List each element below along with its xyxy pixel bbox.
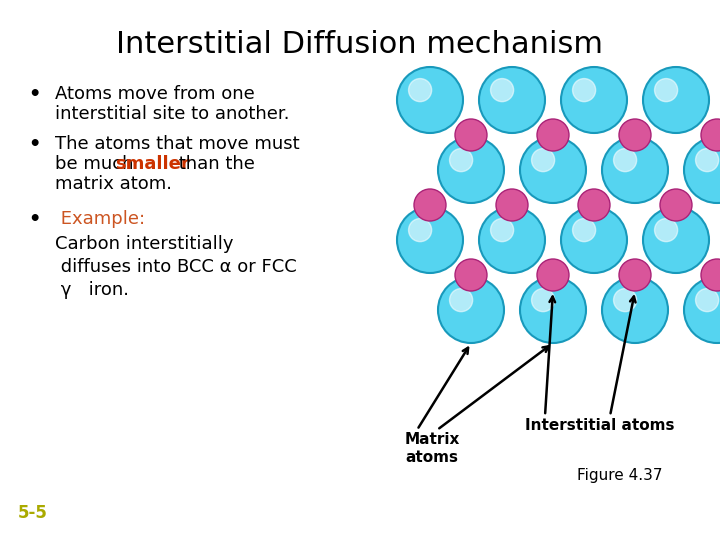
- Text: Matrix: Matrix: [405, 432, 459, 447]
- Text: matrix atom.: matrix atom.: [55, 175, 172, 193]
- Text: atoms: atoms: [405, 450, 459, 465]
- Text: •: •: [28, 135, 40, 154]
- Circle shape: [578, 189, 610, 221]
- Circle shape: [701, 259, 720, 291]
- Text: than the: than the: [173, 155, 255, 173]
- Text: Interstitial Diffusion mechanism: Interstitial Diffusion mechanism: [117, 30, 603, 59]
- Circle shape: [561, 207, 627, 273]
- Circle shape: [408, 78, 432, 102]
- Text: The atoms that move must: The atoms that move must: [55, 135, 300, 153]
- Circle shape: [684, 277, 720, 343]
- Circle shape: [643, 207, 709, 273]
- Text: •: •: [28, 210, 40, 229]
- Circle shape: [479, 67, 545, 133]
- Text: 5-5: 5-5: [18, 504, 48, 522]
- Text: Figure 4.37: Figure 4.37: [577, 468, 662, 483]
- Circle shape: [619, 259, 651, 291]
- Circle shape: [414, 189, 446, 221]
- Text: diffuses into BCC α or FCC: diffuses into BCC α or FCC: [55, 258, 297, 276]
- Circle shape: [455, 119, 487, 151]
- Circle shape: [701, 119, 720, 151]
- Circle shape: [660, 189, 692, 221]
- Circle shape: [654, 78, 678, 102]
- Text: be much: be much: [55, 155, 139, 173]
- Circle shape: [531, 288, 554, 312]
- Circle shape: [496, 189, 528, 221]
- Circle shape: [490, 219, 513, 242]
- Circle shape: [602, 137, 668, 203]
- Circle shape: [408, 219, 432, 242]
- Circle shape: [397, 67, 463, 133]
- Circle shape: [537, 119, 569, 151]
- Text: smaller: smaller: [115, 155, 190, 173]
- Circle shape: [684, 137, 720, 203]
- Circle shape: [455, 259, 487, 291]
- Circle shape: [479, 207, 545, 273]
- Text: Carbon interstitially: Carbon interstitially: [55, 235, 233, 253]
- Circle shape: [696, 288, 719, 312]
- Text: •: •: [28, 85, 40, 104]
- Circle shape: [619, 119, 651, 151]
- Text: Atoms move from one: Atoms move from one: [55, 85, 255, 103]
- Circle shape: [438, 137, 504, 203]
- Circle shape: [654, 219, 678, 242]
- Circle shape: [537, 259, 569, 291]
- Circle shape: [531, 148, 554, 172]
- Circle shape: [397, 207, 463, 273]
- Circle shape: [572, 219, 595, 242]
- Circle shape: [449, 288, 472, 312]
- Circle shape: [572, 78, 595, 102]
- Circle shape: [613, 288, 636, 312]
- Text: interstitial site to another.: interstitial site to another.: [55, 105, 289, 123]
- Circle shape: [696, 148, 719, 172]
- Circle shape: [520, 137, 586, 203]
- Text: Example:: Example:: [55, 210, 145, 228]
- Circle shape: [561, 67, 627, 133]
- Circle shape: [602, 277, 668, 343]
- Circle shape: [643, 67, 709, 133]
- Circle shape: [490, 78, 513, 102]
- Circle shape: [449, 148, 472, 172]
- Text: γ   iron.: γ iron.: [55, 281, 129, 299]
- Circle shape: [438, 277, 504, 343]
- Circle shape: [613, 148, 636, 172]
- Text: Interstitial atoms: Interstitial atoms: [526, 418, 675, 433]
- Circle shape: [520, 277, 586, 343]
